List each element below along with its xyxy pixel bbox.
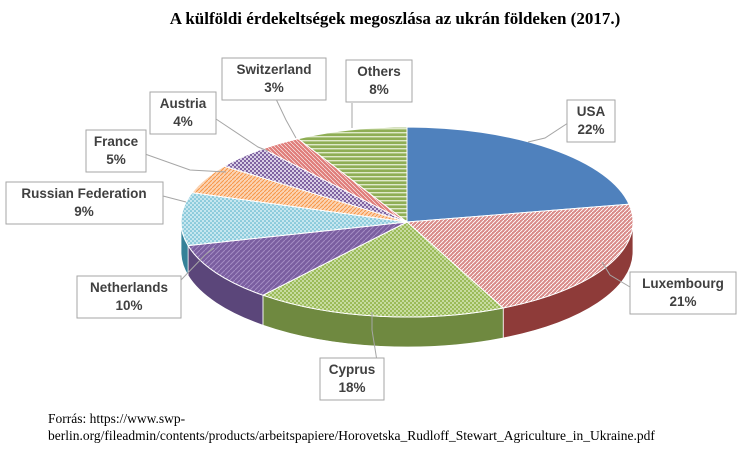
label-switzerland-name: Switzerland — [236, 62, 311, 77]
label-cyprus-value: 18% — [338, 380, 365, 395]
source-line-2: berlin.org/fileadmin/contents/products/a… — [48, 428, 655, 443]
label-france-value: 5% — [106, 152, 126, 167]
label-usa: USA 22% — [566, 99, 616, 143]
label-netherlands-name: Netherlands — [90, 280, 168, 295]
label-austria-name: Austria — [160, 96, 207, 111]
label-luxembourg-value: 21% — [669, 294, 696, 309]
label-switzerland-value: 3% — [264, 80, 284, 95]
slice-cyprus — [261, 221, 505, 318]
slice-usa — [406, 126, 630, 223]
label-russia-value: 9% — [74, 204, 94, 219]
label-russian-federation: Russian Federation 9% — [5, 181, 164, 225]
slice-luxembourg — [405, 203, 634, 309]
label-others: Others 8% — [345, 59, 413, 103]
label-france-name: France — [94, 134, 139, 149]
leader-line-france — [144, 153, 227, 173]
label-usa-value: 22% — [577, 122, 604, 137]
chart-title: A külföldi érdekeltségek megoszlása az u… — [170, 9, 621, 28]
leader-line-luxembourg — [601, 261, 631, 288]
leader-line-austria — [209, 114, 269, 152]
label-others-value: 8% — [369, 82, 389, 97]
label-austria-value: 4% — [173, 114, 193, 129]
label-luxembourg-name: Luxembourg — [642, 276, 724, 291]
slice-others — [296, 126, 408, 224]
label-others-name: Others — [357, 64, 401, 79]
pie-slices — [180, 126, 634, 348]
label-netherlands: Netherlands 10% — [76, 275, 182, 319]
leader-line-switzerland — [275, 98, 297, 139]
leader-line-usa — [527, 120, 572, 143]
leader-line-russia — [162, 195, 187, 203]
label-cyprus-name: Cyprus — [329, 362, 376, 377]
label-cyprus: Cyprus 18% — [319, 357, 385, 401]
source-note: Forrás: https://www.swp- berlin.org/file… — [48, 410, 748, 444]
label-netherlands-value: 10% — [115, 298, 142, 313]
label-austria: Austria 4% — [149, 91, 217, 135]
leader-lines — [144, 98, 631, 362]
label-switzerland: Switzerland 3% — [221, 57, 327, 101]
label-luxembourg: Luxembourg 21% — [629, 271, 737, 315]
slice-russian-federation — [180, 192, 408, 247]
label-france: France 5% — [85, 129, 147, 173]
slice-netherlands — [187, 221, 408, 296]
label-usa-name: USA — [577, 104, 606, 119]
leader-line-netherlands — [180, 247, 215, 281]
label-russia-name: Russian Federation — [21, 186, 146, 201]
leader-line-cyprus — [371, 312, 378, 362]
source-line-1: Forrás: https://www.swp- — [48, 411, 186, 426]
